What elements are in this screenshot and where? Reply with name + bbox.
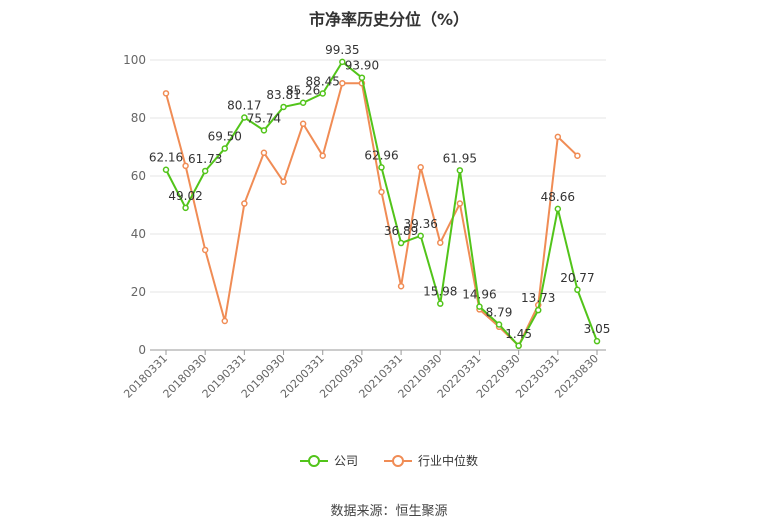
- data-label: 62.96: [364, 148, 398, 162]
- industry-point: [260, 149, 268, 157]
- series-lines: [162, 58, 601, 350]
- legend-item-company[interactable]: 公司: [299, 452, 358, 469]
- y-tick-label: 80: [131, 111, 146, 125]
- legend-company-marker-icon: [299, 454, 328, 467]
- industry-point: [162, 90, 170, 97]
- company-point: [241, 114, 248, 121]
- industry-point: [241, 200, 248, 207]
- company-point: [319, 90, 326, 97]
- industry-point: [299, 120, 307, 128]
- company-point: [299, 99, 307, 106]
- legend-industry-marker-icon: [384, 454, 412, 467]
- industry-point: [554, 133, 562, 141]
- industry-point: [182, 162, 189, 170]
- data-label: 48.66: [541, 190, 575, 204]
- company-point: [574, 286, 581, 294]
- industry-point: [319, 152, 326, 159]
- company-point: [417, 232, 424, 240]
- company-point: [476, 303, 483, 310]
- axes: 0204060801002018033120180930201903312019…: [121, 53, 606, 401]
- line-chart: 0204060801002018033120180930201903312019…: [121, 43, 611, 401]
- industry-point: [201, 246, 209, 254]
- chart-title: 市净率历史分位（%）: [308, 10, 470, 29]
- legend-item-industry[interactable]: 行业中位数: [384, 452, 478, 469]
- industry-point: [378, 188, 385, 196]
- company-point: [593, 337, 601, 345]
- company-point: [456, 167, 464, 174]
- company-point: [534, 306, 542, 314]
- industry-point: [437, 239, 444, 246]
- company-point: [515, 342, 522, 350]
- data-label: 49.02: [168, 189, 202, 203]
- industry-point: [280, 178, 287, 186]
- company-point: [554, 205, 562, 213]
- data-label: 3.05: [584, 322, 611, 336]
- y-tick-label: 40: [131, 227, 146, 241]
- data-label: 61.73: [188, 152, 222, 166]
- company-point: [260, 127, 268, 134]
- company-point: [182, 204, 189, 212]
- data-label: 83.81: [266, 88, 300, 102]
- data-label: 62.16: [149, 151, 183, 165]
- industry-point: [417, 164, 424, 171]
- y-tick-label: 100: [123, 53, 146, 67]
- industry-point: [221, 317, 229, 325]
- company-point: [358, 74, 366, 81]
- company-point: [378, 164, 385, 171]
- legend-label-company: 公司: [333, 454, 358, 468]
- industry-point: [456, 200, 464, 207]
- data-label: 8.79: [486, 306, 513, 320]
- data-source: 数据来源：恒生聚源: [330, 504, 448, 519]
- legend: 公司 行业中位数: [0, 452, 778, 469]
- y-tick-label: 20: [131, 285, 146, 299]
- y-tick-label: 60: [131, 169, 146, 183]
- company-point: [280, 103, 287, 111]
- company-point: [437, 300, 444, 307]
- data-label: 85.26: [286, 84, 320, 98]
- data-label: 88.45: [306, 74, 340, 88]
- industry-point: [397, 282, 405, 290]
- data-label: 80.17: [227, 99, 261, 113]
- data-label: 20.77: [560, 271, 594, 285]
- data-label: 99.35: [325, 43, 359, 57]
- data-label: 36.89: [384, 224, 418, 238]
- industry-point: [574, 152, 581, 159]
- company-point: [495, 321, 503, 328]
- industry-point: [339, 79, 346, 87]
- company-point: [221, 145, 229, 152]
- company-point: [339, 58, 346, 66]
- data-label: 93.90: [345, 59, 379, 73]
- data-label: 39.36: [404, 217, 438, 231]
- company-point: [162, 166, 170, 173]
- company-point: [397, 239, 405, 247]
- data-label: 75.74: [247, 111, 281, 125]
- data-label: 13.73: [521, 291, 555, 305]
- legend-label-industry: 行业中位数: [418, 454, 479, 468]
- data-label: 15.98: [423, 285, 457, 299]
- data-label: 69.50: [208, 129, 242, 143]
- data-label: 1.45: [505, 327, 532, 341]
- y-tick-label: 0: [138, 343, 146, 357]
- data-label: 61.95: [443, 151, 477, 165]
- data-label: 14.96: [462, 288, 496, 302]
- company-point: [201, 167, 209, 175]
